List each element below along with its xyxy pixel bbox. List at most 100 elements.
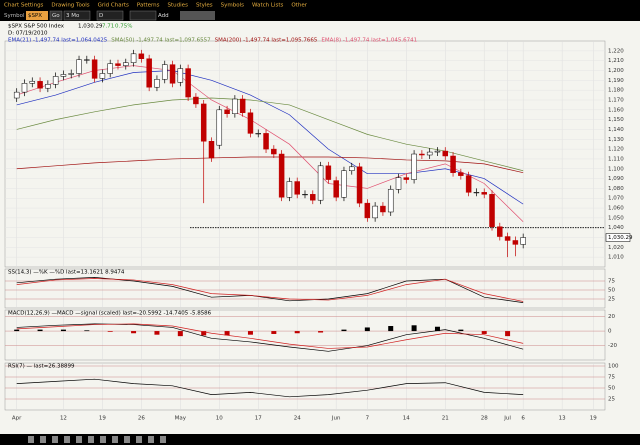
panel-title: MACD(12,26,9) —MACD —signal (scaled) las… [8, 311, 212, 317]
candle-body [380, 205, 386, 213]
add-button[interactable] [180, 11, 215, 20]
candle-body [395, 177, 402, 190]
candle-body [177, 68, 184, 83]
y-tick-label: 1,020 [608, 245, 624, 251]
x-tick-label: 10 [216, 416, 223, 422]
y-tick-label: 1,080 [608, 186, 624, 192]
candle-body [356, 166, 363, 204]
tool-icon[interactable] [76, 436, 82, 443]
x-tick-label: 19 [99, 416, 106, 422]
y-tick-label: -20 [608, 343, 617, 349]
candle-body [123, 62, 129, 66]
symbol-value: $SPX [28, 13, 42, 19]
candle-body [278, 153, 285, 198]
candle-body [263, 133, 269, 150]
histogram-bar [107, 331, 113, 332]
menu-item[interactable]: Symbols [221, 3, 244, 9]
go-label: Go [52, 13, 60, 19]
candle-body [489, 194, 495, 227]
candle-body [45, 84, 51, 89]
candle-body [146, 58, 152, 88]
x-tick-label: Jun [331, 416, 341, 422]
candle-body [271, 148, 277, 155]
menu-item[interactable]: Other [291, 3, 307, 9]
candle-body [84, 59, 90, 61]
candle-body [29, 81, 36, 84]
histogram-bar [14, 329, 20, 332]
tool-icon[interactable] [40, 436, 46, 443]
candle-body [434, 150, 441, 153]
menu-item[interactable]: Drawing Tools [51, 3, 89, 9]
menu-item[interactable]: Watch Lists [252, 3, 283, 9]
tool-icon[interactable] [100, 436, 106, 443]
tool-icon[interactable] [136, 436, 142, 443]
tool-icon[interactable] [148, 436, 154, 443]
bottom-toolbar [0, 434, 640, 445]
histogram-bar [271, 331, 277, 334]
period-select[interactable] [63, 10, 91, 21]
interval-select[interactable] [96, 10, 124, 21]
candle-body [442, 150, 449, 157]
indicator-line [16, 97, 524, 172]
histogram-bar [481, 331, 487, 334]
panel-title: RSI(7) — last=26.38899 [8, 364, 75, 370]
last-price: 1,030.29 [78, 24, 103, 30]
menu-item[interactable]: Grid Charts [98, 3, 129, 9]
candle-body [302, 194, 308, 196]
y-tick-label: 1,210 [608, 58, 624, 64]
add-label: Add [158, 13, 169, 19]
y-tick-label: 1,180 [608, 88, 624, 94]
tool-icon[interactable] [52, 436, 58, 443]
candle-body [76, 59, 82, 74]
candle-body [37, 81, 43, 89]
indicator-line [16, 278, 524, 302]
indicator-line [16, 378, 524, 398]
x-tick-label: 17 [255, 416, 262, 422]
candle-body [465, 175, 472, 193]
y-tick-label: 1,220 [608, 48, 624, 54]
y-tick-label: 1,100 [608, 166, 624, 172]
candle-body [107, 63, 113, 74]
histogram-bar [247, 331, 253, 335]
tool-icon[interactable] [64, 436, 70, 443]
candle-body [310, 194, 316, 201]
candle-body [481, 192, 487, 195]
candle-body [372, 205, 378, 219]
change-pct: 0.75% [115, 24, 132, 30]
x-tick-label: 19 [590, 416, 597, 422]
tool-icon[interactable] [88, 436, 94, 443]
candle-body [426, 151, 433, 156]
price-tag-bg [605, 233, 631, 242]
go-button[interactable] [49, 10, 63, 21]
symbol-input[interactable] [26, 11, 48, 20]
candle-body [349, 166, 355, 171]
add-input[interactable] [129, 10, 157, 21]
y-tick-label: 1,090 [608, 176, 624, 182]
y-tick-label: 75 [608, 375, 615, 381]
menu-item[interactable]: Studies [168, 3, 189, 9]
menu-item[interactable]: Patterns [137, 3, 160, 9]
tool-icon[interactable] [28, 436, 34, 443]
tool-icon[interactable] [112, 436, 118, 443]
panel-title: SS(14,3) —%K —%D last=13.1621 8.9474 [8, 270, 125, 276]
indicator-line [16, 277, 524, 303]
x-tick-label: 14 [403, 416, 410, 422]
indicator-line [16, 323, 524, 349]
menu-item[interactable]: Chart Settings [4, 3, 44, 9]
x-tick-label: Jul [503, 416, 511, 422]
y-tick-label: 1,120 [608, 147, 624, 153]
date-label: D: 07/19/2010 [8, 31, 48, 37]
candle-body [419, 153, 425, 156]
tool-icon[interactable] [124, 436, 130, 443]
candle-body [52, 76, 59, 85]
legend-entry: SMA(50) -1,497.74 last=1,097.6557 [111, 38, 211, 44]
tool-icon[interactable] [160, 436, 166, 443]
x-tick-label: 12 [60, 416, 67, 422]
candle-body [255, 133, 261, 135]
y-tick-label: 50 [608, 288, 615, 294]
symbol-title: $SPX S&P 500 Index [8, 24, 65, 30]
x-tick-label: 13 [559, 416, 566, 422]
legend-entry: SMA(200) -1,497.74 last=1,095.7665 [215, 38, 318, 44]
menu-item[interactable]: Styles [196, 3, 213, 9]
candle-body [411, 153, 417, 180]
